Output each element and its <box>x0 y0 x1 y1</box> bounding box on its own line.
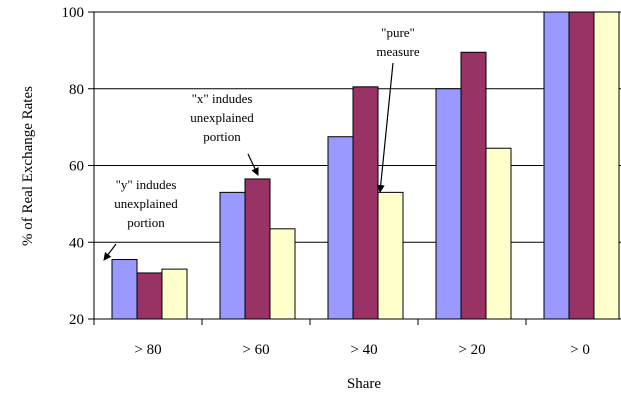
annotation-text: unexplained <box>190 110 254 125</box>
bar <box>112 260 137 319</box>
x-tick-label: > 40 <box>350 342 377 358</box>
bar <box>137 273 162 319</box>
bar <box>436 89 461 319</box>
bar <box>328 137 353 319</box>
bar <box>486 148 511 319</box>
annotation-arrow <box>380 63 393 192</box>
annotation-text: "y" indudes <box>116 177 177 192</box>
annotation-text: measure <box>376 44 420 59</box>
annotation-text: portion <box>203 129 241 144</box>
x-tick-label: > 20 <box>458 342 485 358</box>
x-tick-label: > 0 <box>570 342 590 358</box>
annotation-arrow <box>104 244 116 260</box>
x-axis-title: Share <box>347 376 381 392</box>
x-tick-label: > 80 <box>134 342 161 358</box>
annotation-text: "pure" <box>381 25 415 40</box>
bar <box>569 12 594 319</box>
bar <box>245 179 270 319</box>
y-axis-title: % of Real Exchange Rates <box>20 86 36 246</box>
bar <box>270 229 295 319</box>
annotation-arrow <box>248 154 258 175</box>
bar <box>461 52 486 319</box>
y-tick-label: 60 <box>69 159 84 175</box>
bar <box>544 12 569 319</box>
x-tick-label: > 60 <box>242 342 269 358</box>
annotation-text: "x" indudes <box>192 91 253 106</box>
y-tick-label: 80 <box>69 82 84 98</box>
bar <box>594 12 619 319</box>
annotation-text: portion <box>127 215 165 230</box>
bar <box>378 192 403 319</box>
bar <box>162 269 187 319</box>
y-tick-label: 40 <box>69 235 84 251</box>
bar <box>353 87 378 319</box>
bar <box>220 192 245 319</box>
annotation-text: unexplained <box>114 196 178 211</box>
y-tick-label: 100 <box>62 5 85 21</box>
y-tick-label: 20 <box>69 312 84 328</box>
